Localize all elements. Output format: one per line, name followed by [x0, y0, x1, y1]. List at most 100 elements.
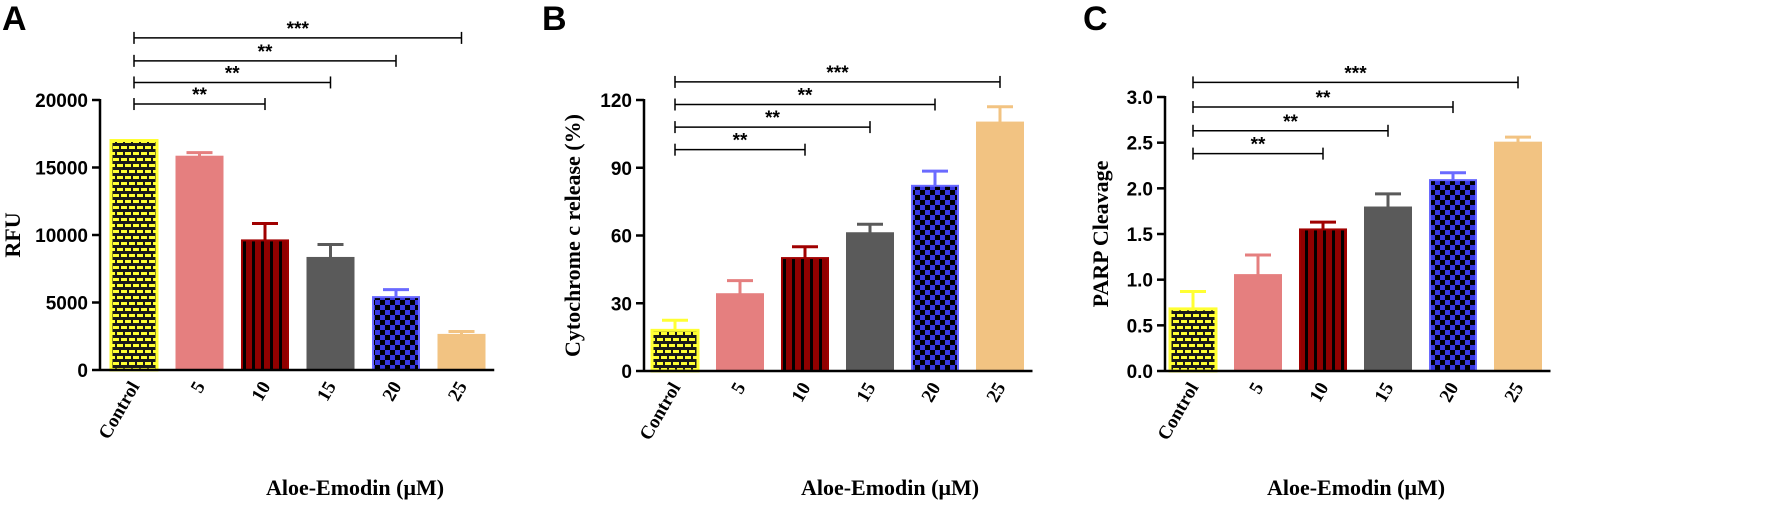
bar-5 [1234, 274, 1282, 373]
y-tick-label: 30 [611, 294, 632, 315]
x-tick-label: 10 [788, 379, 816, 406]
error-bar-5 [1245, 253, 1271, 276]
significance-label: ** [225, 63, 240, 84]
panel-letter: B [542, 0, 567, 38]
chart-panel-a: A 0 5000 10000 15000 20000 Control 5 10 15 20 25 RFU… [0, 0, 495, 500]
bar-15 [1364, 206, 1412, 372]
y-tick-label: 15000 [35, 159, 88, 180]
x-tick-label: 15 [313, 378, 341, 405]
y-tick-label: 0 [77, 361, 88, 382]
y-tick-label: 0.0 [1127, 362, 1153, 383]
bar-10 [1299, 228, 1347, 372]
significance-label: ** [765, 108, 780, 129]
y-axis-title: PARP Cleavage [1088, 160, 1113, 307]
y-tick-label: 1.0 [1127, 271, 1153, 292]
panel-letter: C [1083, 0, 1108, 38]
significance-bracket: *** [133, 19, 463, 44]
significance-bracket: *** [1192, 63, 1519, 89]
bar-5 [175, 155, 224, 371]
significance-bracket: ** [133, 42, 397, 67]
chart-panel-b: B 0 30 60 90 120 Control 5 10 15 20 25 Cytochrome c … [542, 0, 1033, 500]
y-tick-label: 5000 [46, 294, 88, 315]
bar-control [109, 139, 159, 372]
bar-20 [911, 184, 959, 372]
significance-bracket: ** [133, 85, 266, 111]
significance-label: ** [258, 42, 273, 63]
bar-25 [976, 121, 1024, 373]
significance-label: ** [798, 86, 813, 107]
chart-panel-c: C 0.0 0.5 1.0 1.5 2.0 2.5 3.0 Control 5 10 15 20 25 PA… [1083, 0, 1551, 500]
x-tick-label: 15 [853, 379, 881, 406]
x-tick-label: Control [636, 379, 686, 444]
bar-15 [306, 256, 355, 372]
significance-bracket: ** [674, 108, 871, 134]
bar-20 [372, 296, 420, 372]
x-tick-label: 15 [1371, 379, 1399, 406]
bar-10 [241, 239, 289, 371]
x-tick-label: 25 [444, 378, 472, 405]
error-bar-control [1180, 290, 1206, 309]
bar-25 [437, 333, 486, 371]
x-tick-label: 5 [1245, 379, 1268, 398]
bar-15 [846, 232, 894, 372]
error-bar-10 [252, 222, 278, 241]
bar-10 [781, 257, 829, 373]
error-bar-10 [1310, 220, 1336, 230]
y-tick-label: 0 [621, 362, 632, 383]
significance-bracket: ** [674, 86, 936, 111]
error-bar-15 [857, 222, 883, 234]
x-tick-label: 20 [1436, 379, 1464, 406]
y-tick-label: 2.5 [1127, 134, 1154, 155]
y-axis-title: RFU [0, 212, 25, 257]
significance-label: ** [733, 131, 748, 152]
bar-control [650, 328, 700, 373]
significance-label: ** [192, 85, 207, 106]
significance-label: ** [1251, 135, 1266, 156]
significance-label: ** [1283, 112, 1298, 133]
x-tick-label: 20 [379, 378, 407, 405]
error-bar-5 [186, 151, 213, 157]
bar-control [1168, 307, 1218, 373]
x-tick-label: Control [1154, 379, 1204, 444]
bar-25 [1494, 141, 1542, 372]
y-tick-label: 3.0 [1127, 88, 1153, 109]
error-bar-25 [987, 105, 1013, 123]
significance-label: ** [1316, 88, 1331, 109]
significance-label: *** [1344, 63, 1367, 84]
y-tick-label: 120 [600, 91, 632, 112]
y-tick-label: 60 [611, 227, 632, 248]
significance-label: *** [826, 63, 849, 84]
x-axis-title: Aloe-Emodin (μM) [801, 475, 979, 500]
y-tick-label: 20000 [35, 91, 88, 112]
x-tick-label: 20 [918, 379, 946, 406]
panel-letter: A [2, 0, 27, 38]
significance-bracket: ** [1192, 88, 1454, 114]
x-tick-label: 10 [1306, 379, 1334, 406]
x-tick-label: 10 [248, 378, 276, 405]
y-tick-label: 10000 [35, 226, 88, 247]
x-axis-title: Aloe-Emodin (μM) [266, 475, 444, 500]
significance-bracket: ** [1192, 112, 1389, 137]
significance-bracket: ** [1192, 135, 1324, 160]
error-bar-10 [792, 245, 818, 259]
significance-label: *** [287, 19, 310, 40]
error-bar-control [662, 318, 688, 331]
x-tick-label: 5 [187, 378, 210, 397]
error-bar-15 [317, 242, 344, 258]
error-bar-20 [922, 169, 948, 186]
significance-bracket: ** [133, 63, 332, 89]
error-bar-15 [1375, 192, 1401, 208]
y-axis-title: Cytochrome c release (%) [560, 114, 585, 357]
x-tick-label: 5 [727, 379, 750, 398]
y-tick-label: 0.5 [1127, 316, 1154, 337]
x-tick-label: Control [95, 378, 145, 443]
significance-bracket: *** [674, 63, 1001, 88]
y-tick-label: 1.5 [1127, 225, 1154, 246]
x-tick-label: 25 [1501, 379, 1529, 406]
error-bar-20 [1440, 171, 1466, 181]
error-bar-20 [383, 288, 409, 298]
significance-bracket: ** [674, 131, 806, 156]
bar-5 [716, 293, 764, 373]
y-tick-label: 90 [611, 159, 632, 180]
